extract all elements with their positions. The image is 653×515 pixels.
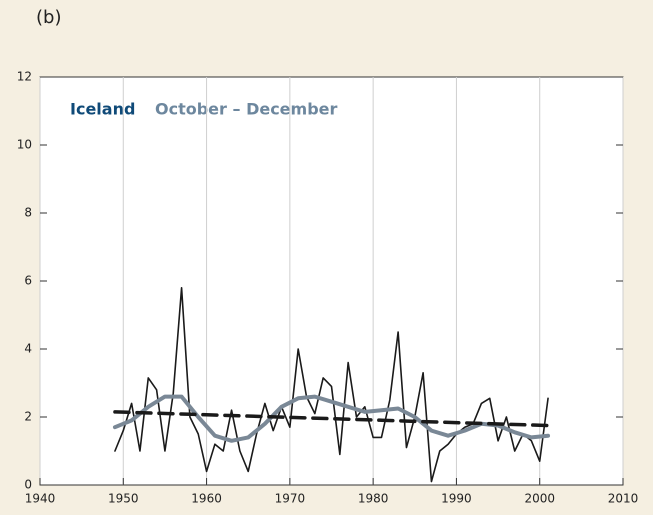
panel-label: (b) [36, 7, 61, 28]
x-tick-label: 2000 [524, 492, 555, 506]
x-tick-label: 1990 [441, 492, 472, 506]
y-tick-label: 10 [17, 138, 32, 152]
x-tick-label: 1940 [25, 492, 56, 506]
x-tick-label: 1970 [275, 492, 306, 506]
y-tick-label: 6 [24, 274, 32, 288]
x-tick-label: 2010 [608, 492, 639, 506]
series-line [113, 410, 550, 428]
x-tick-label: 1980 [358, 492, 389, 506]
x-tick-label: 1960 [191, 492, 222, 506]
chart-title: Iceland [70, 100, 135, 119]
y-tick-label: 8 [24, 206, 32, 220]
y-tick-label: 12 [17, 70, 32, 84]
y-tick-label: 0 [24, 478, 32, 492]
x-tick-label: 1950 [108, 492, 139, 506]
series-line [114, 287, 549, 483]
y-tick-label: 2 [24, 410, 32, 424]
series-line [112, 394, 551, 443]
chart-subtitle: October – December [155, 100, 338, 119]
y-tick-label: 4 [24, 342, 32, 356]
